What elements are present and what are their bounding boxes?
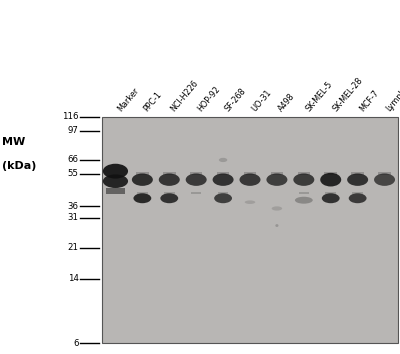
Text: MW: MW: [2, 137, 25, 147]
Text: 31: 31: [68, 213, 79, 222]
Text: 6: 6: [73, 339, 79, 348]
Text: 21: 21: [68, 243, 79, 252]
Text: 116: 116: [62, 112, 79, 121]
Text: 55: 55: [68, 170, 79, 178]
Text: UO-31: UO-31: [250, 88, 273, 113]
Text: 14: 14: [68, 274, 79, 283]
Text: 66: 66: [68, 155, 79, 165]
Text: Marker: Marker: [116, 86, 140, 113]
Text: SK-MEL-28: SK-MEL-28: [331, 76, 364, 113]
Text: Lymphoma: Lymphoma: [384, 73, 400, 113]
Text: PPC-1: PPC-1: [142, 90, 164, 113]
Text: 97: 97: [68, 126, 79, 135]
Text: MCF-7: MCF-7: [358, 88, 381, 113]
Text: HOP-92: HOP-92: [196, 85, 222, 113]
Text: SK-MEL-5: SK-MEL-5: [304, 80, 334, 113]
Text: 36: 36: [68, 202, 79, 211]
Text: (kDa): (kDa): [2, 161, 36, 171]
Text: A498: A498: [277, 92, 297, 113]
Text: NCI-H226: NCI-H226: [169, 79, 200, 113]
Text: SF-268: SF-268: [223, 86, 248, 113]
